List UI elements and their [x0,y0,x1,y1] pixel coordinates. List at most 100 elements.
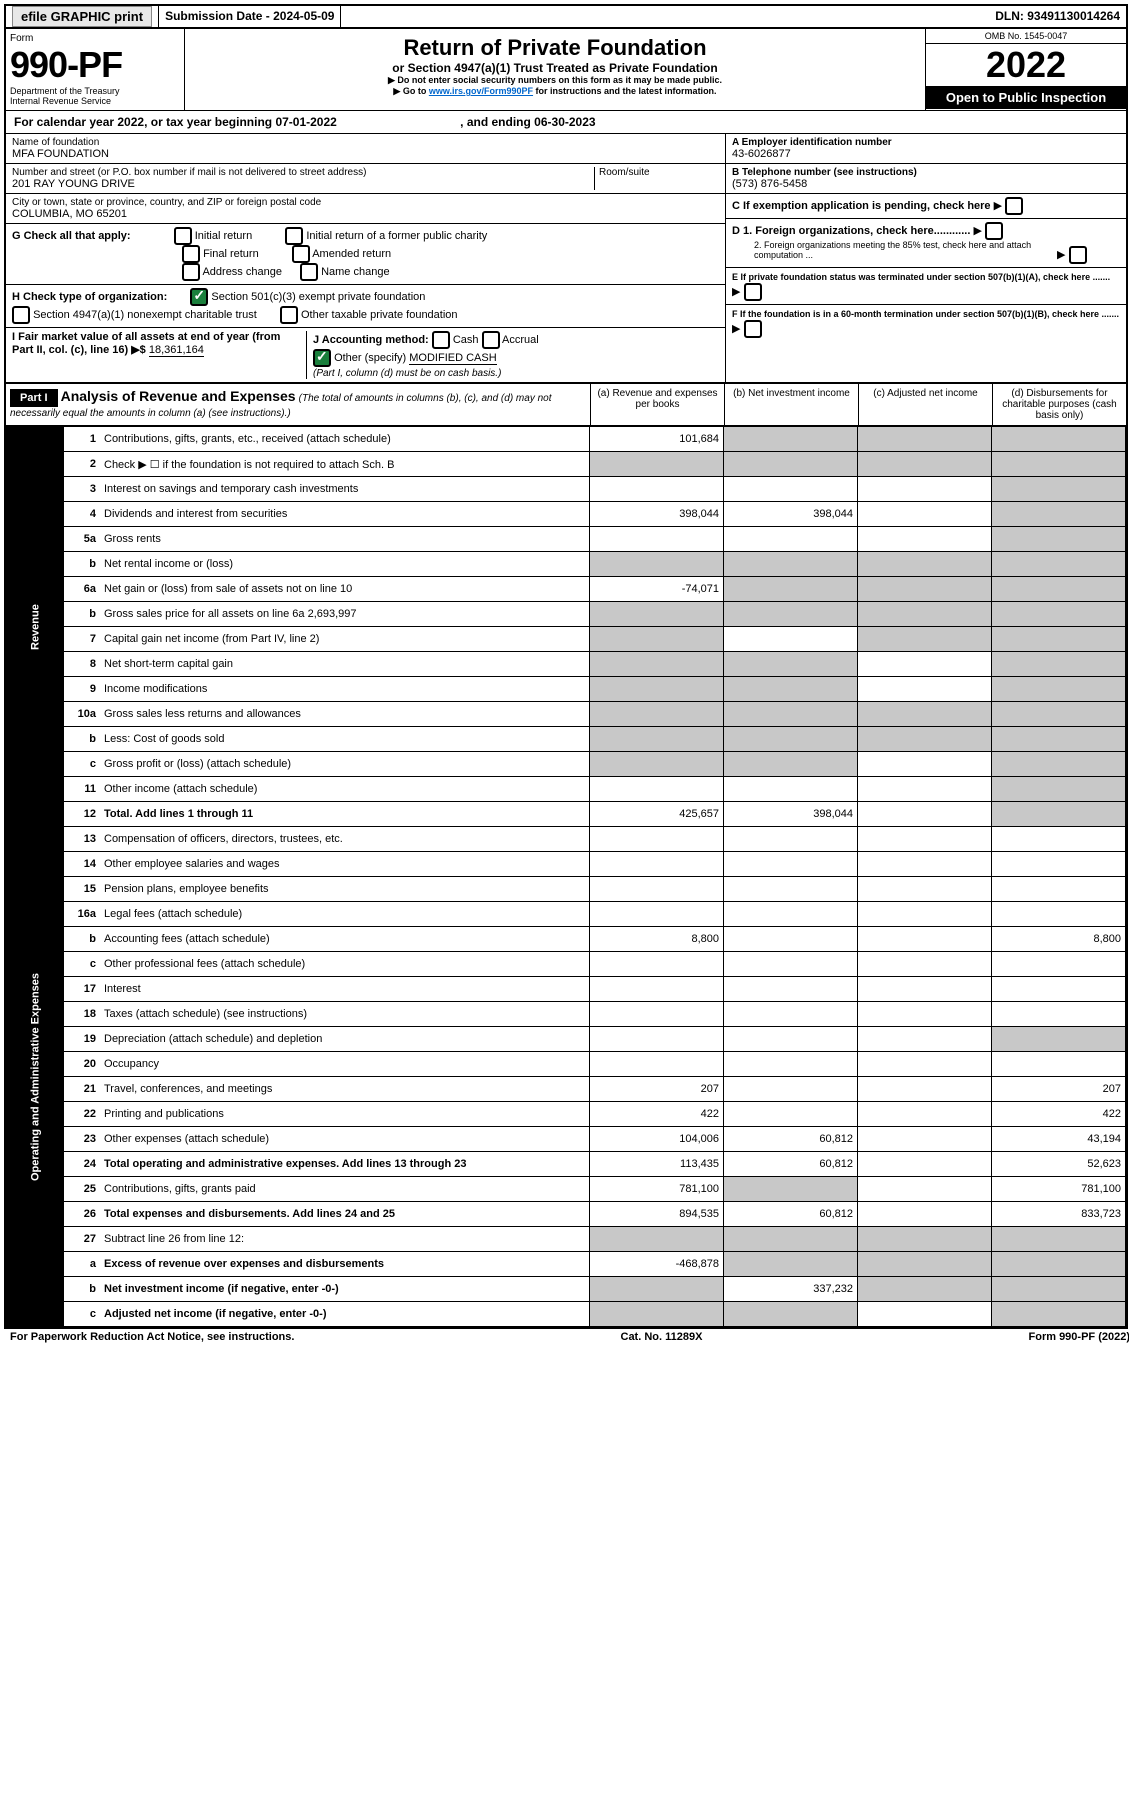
value-cell [724,677,858,702]
table-row: 2Check ▶ ☐ if the foundation is not requ… [7,452,1126,477]
ein-label: A Employer identification number [732,137,1120,148]
cash-checkbox[interactable] [432,331,450,349]
value-cell [724,1302,858,1327]
table-row: bNet rental income or (loss) [7,552,1126,577]
i-label: I Fair market value of all assets at end… [12,331,280,356]
table-row: 18Taxes (attach schedule) (see instructi… [7,1002,1126,1027]
initial-return-checkbox[interactable] [174,227,192,245]
value-cell: 207 [992,1077,1126,1102]
line-desc: Legal fees (attach schedule) [100,902,590,927]
value-cell [858,927,992,952]
efile-button[interactable]: efile GRAPHIC print [12,6,152,27]
line-desc: Interest on savings and temporary cash i… [100,477,590,502]
opt-initial: Initial return [195,230,252,242]
line-desc: Income modifications [100,677,590,702]
value-cell [858,477,992,502]
value-cell [992,602,1126,627]
value-cell [590,902,724,927]
line-desc: Total. Add lines 1 through 11 [100,802,590,827]
title-col: Return of Private Foundation or Section … [185,29,926,110]
c-checkbox[interactable] [1005,197,1023,215]
line-desc: Less: Cost of goods sold [100,727,590,752]
line-desc: Adjusted net income (if negative, enter … [100,1302,590,1327]
value-cell: 101,684 [590,427,724,452]
table-row: cAdjusted net income (if negative, enter… [7,1302,1126,1327]
table-row: 4Dividends and interest from securities3… [7,502,1126,527]
f-cell: F If the foundation is in a 60-month ter… [726,305,1126,341]
accrual-checkbox[interactable] [482,331,500,349]
value-cell [858,577,992,602]
line-number: c [64,952,101,977]
table-row: 26Total expenses and disbursements. Add … [7,1202,1126,1227]
value-cell [724,1027,858,1052]
cal-begin: For calendar year 2022, or tax year begi… [14,115,337,129]
name-change-checkbox[interactable] [300,263,318,281]
value-cell [992,902,1126,927]
other-taxable-checkbox[interactable] [280,306,298,324]
value-cell: 8,800 [590,927,724,952]
value-cell: 113,435 [590,1152,724,1177]
value-cell [992,1027,1126,1052]
line-number: 10a [64,702,101,727]
value-cell [590,477,724,502]
dln: DLN: 93491130014264 [989,6,1126,27]
part1-header: Part I Analysis of Revenue and Expenses … [6,384,1126,426]
table-row: 6aNet gain or (loss) from sale of assets… [7,577,1126,602]
form-title: Return of Private Foundation [191,35,919,61]
line-number: 16a [64,902,101,927]
line-number: 13 [64,827,101,852]
other-method-checkbox[interactable] [313,349,331,367]
value-cell [858,1252,992,1277]
value-cell: 398,044 [724,502,858,527]
table-row: 8Net short-term capital gain [7,652,1126,677]
value-cell [590,977,724,1002]
form-label: Form [10,33,180,44]
line-desc: Total expenses and disbursements. Add li… [100,1202,590,1227]
revenue-sidelabel: Revenue [7,427,64,827]
tel-value: (573) 876-5458 [732,178,1120,190]
value-cell [590,627,724,652]
value-cell [724,1252,858,1277]
value-cell [992,1227,1126,1252]
final-return-checkbox[interactable] [182,245,200,263]
line-number: b [64,552,101,577]
line-number: 21 [64,1077,101,1102]
part1-label: Part I [10,389,58,407]
d1-checkbox[interactable] [985,222,1003,240]
line-number: 15 [64,877,101,902]
e-text: E If private foundation status was termi… [732,272,1110,282]
line-desc: Net gain or (loss) from sale of assets n… [100,577,590,602]
value-cell [590,952,724,977]
d2-text: 2. Foreign organizations meeting the 85%… [754,240,1054,260]
amended-checkbox[interactable] [292,245,310,263]
e-checkbox[interactable] [744,283,762,301]
table-row: 24Total operating and administrative exp… [7,1152,1126,1177]
value-cell [724,427,858,452]
form-subtitle: or Section 4947(a)(1) Trust Treated as P… [191,61,919,75]
line-number: 18 [64,1002,101,1027]
foundation-name: MFA FOUNDATION [12,148,719,160]
f-checkbox[interactable] [744,320,762,338]
initial-former-checkbox[interactable] [285,227,303,245]
value-cell [858,452,992,477]
d2-checkbox[interactable] [1069,246,1087,264]
line-number: 24 [64,1152,101,1177]
h-row: H Check type of organization: Section 50… [6,285,725,328]
opt-501c3: Section 501(c)(3) exempt private foundat… [211,291,425,303]
line-number: 5a [64,527,101,552]
value-cell [590,527,724,552]
form990pf-link[interactable]: www.irs.gov/Form990PF [429,86,533,96]
4947-checkbox[interactable] [12,306,30,324]
table-row: 16aLegal fees (attach schedule) [7,902,1126,927]
value-cell [992,1052,1126,1077]
address-change-checkbox[interactable] [182,263,200,281]
j-note: (Part I, column (d) must be on cash basi… [313,368,501,379]
table-row: cOther professional fees (attach schedul… [7,952,1126,977]
value-cell [724,1102,858,1127]
value-cell [724,702,858,727]
identity-block: Name of foundation MFA FOUNDATION Number… [6,134,1126,382]
goto-suffix: for instructions and the latest informat… [533,86,717,96]
submission-date: Submission Date - 2024-05-09 [159,6,341,27]
501c3-checkbox[interactable] [190,288,208,306]
value-cell [858,677,992,702]
